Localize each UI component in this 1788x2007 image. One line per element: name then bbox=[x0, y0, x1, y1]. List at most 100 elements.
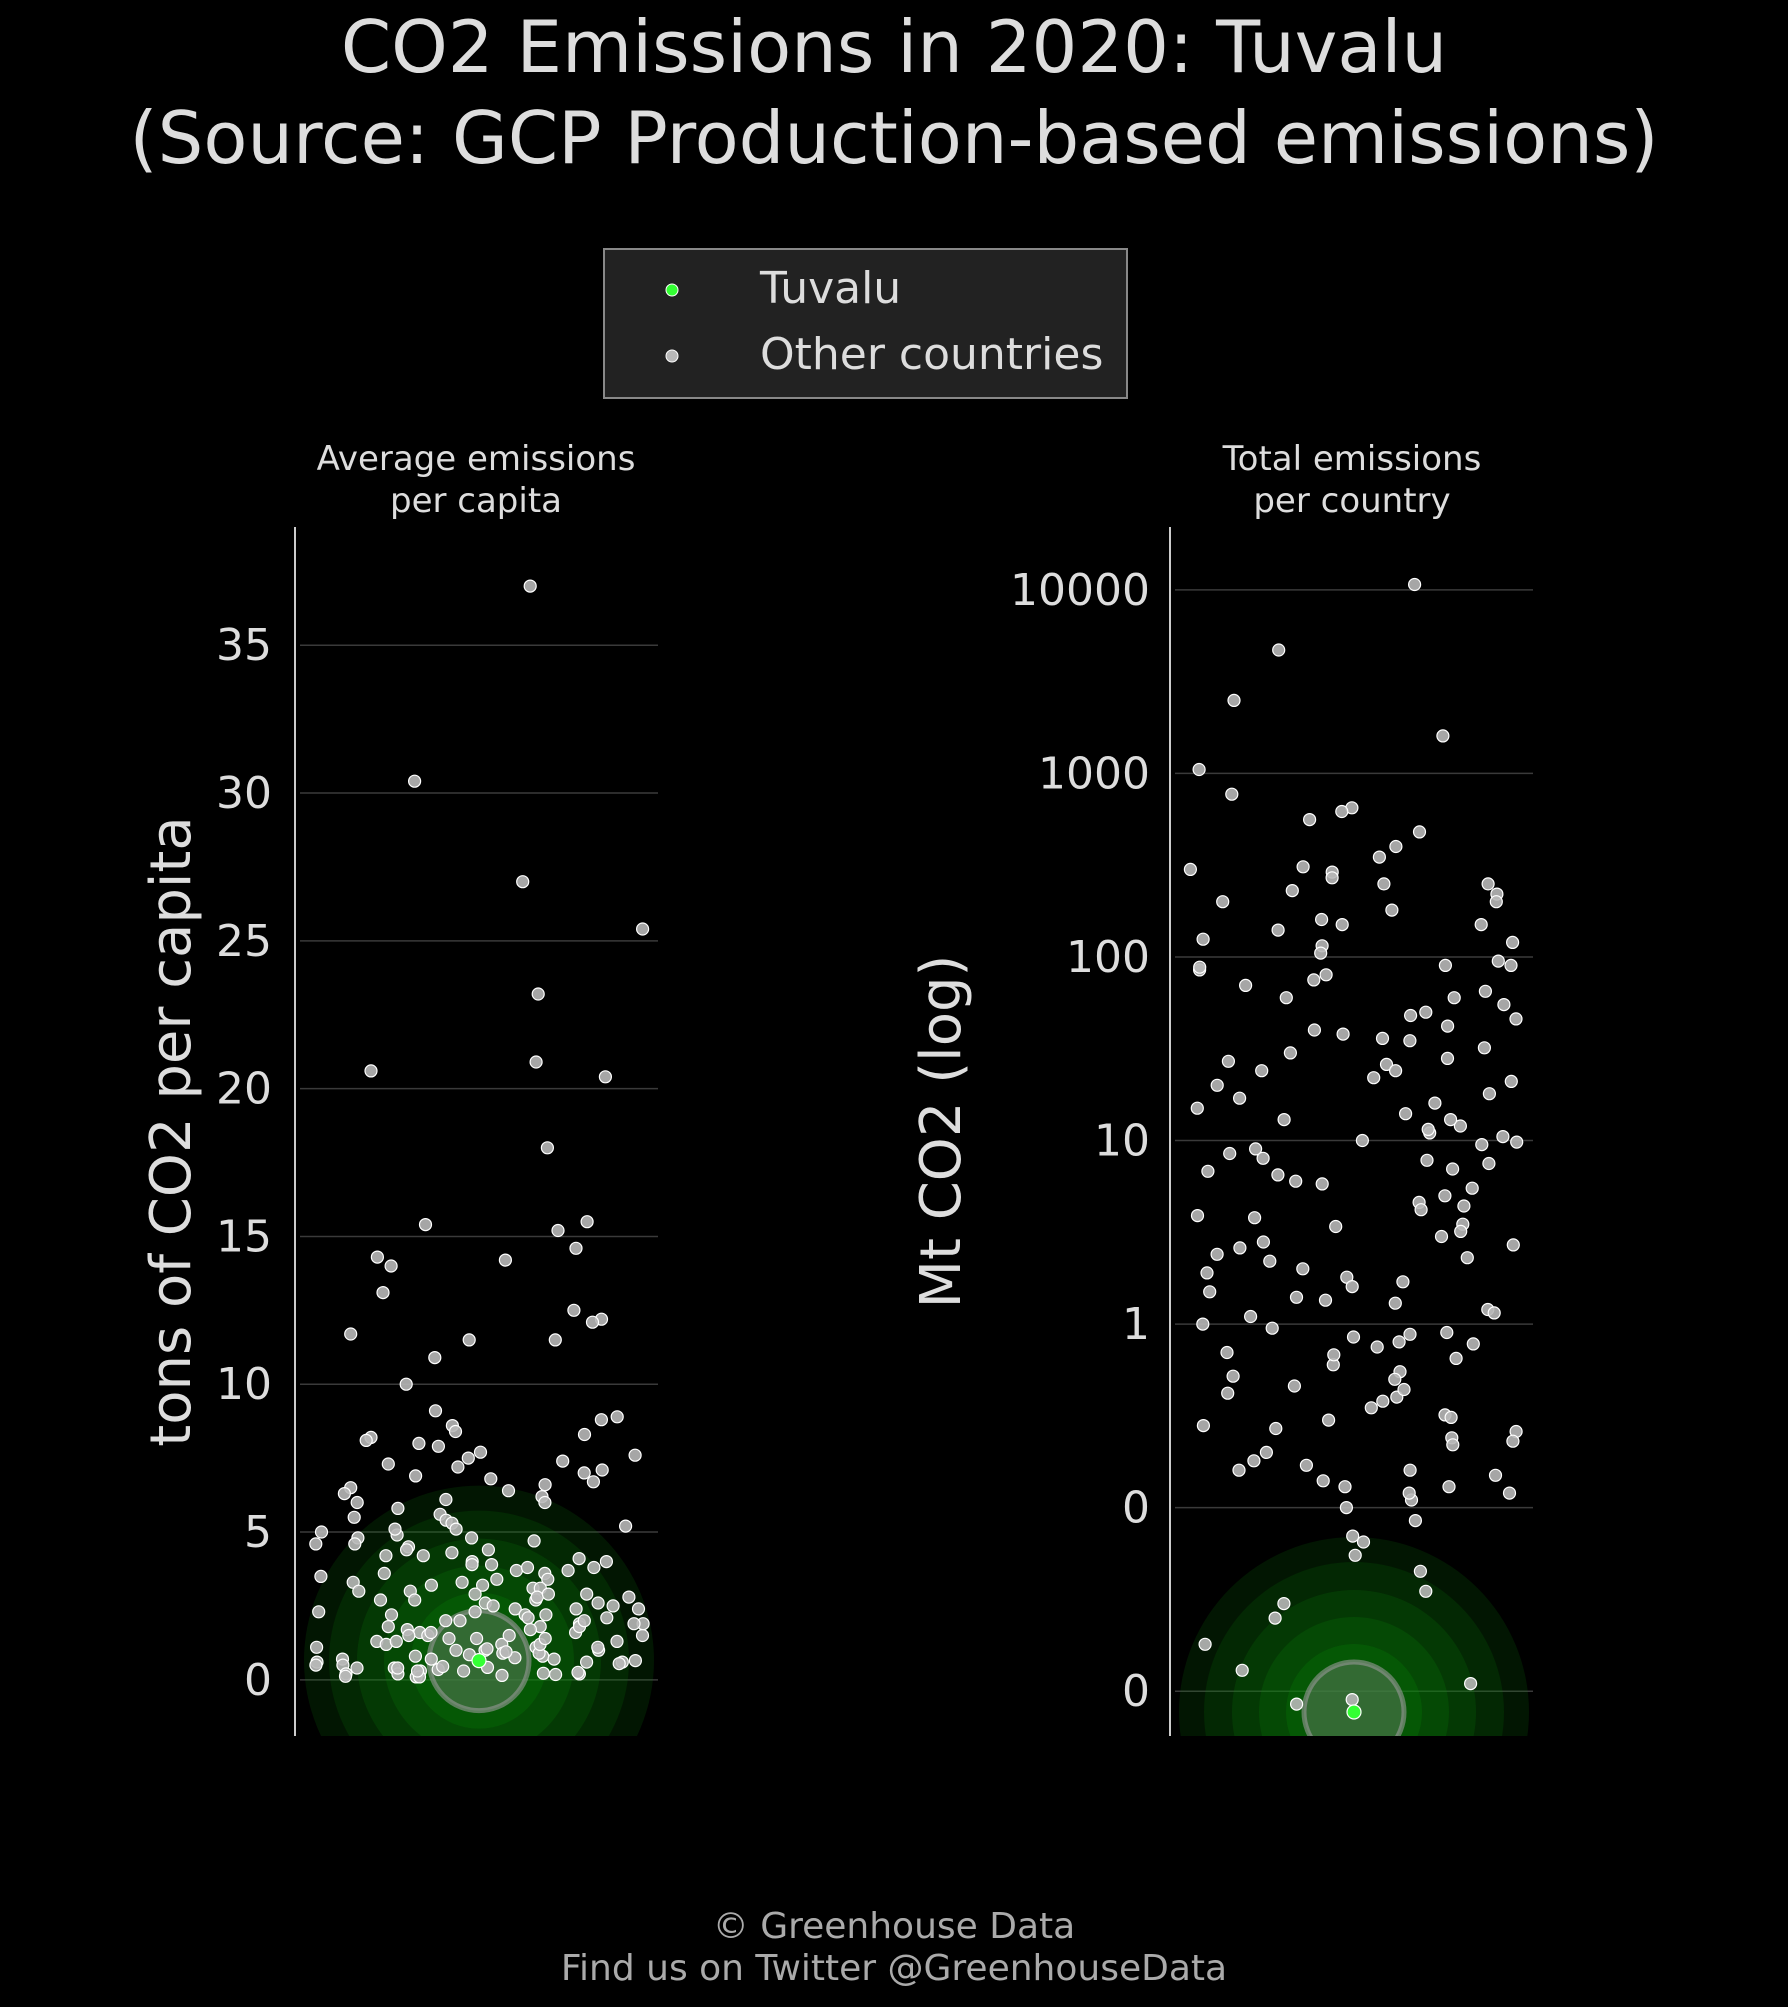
data-point-other bbox=[1460, 1251, 1474, 1265]
data-point-other bbox=[381, 1457, 395, 1471]
data-point-other bbox=[1438, 1189, 1452, 1203]
data-point-other bbox=[424, 1652, 438, 1666]
chart-title-line1: CO2 Emissions in 2020: Tuvalu bbox=[341, 5, 1447, 89]
panel-title-line1: Total emissions bbox=[1222, 439, 1482, 479]
data-point-other bbox=[1506, 1434, 1520, 1448]
data-point-other bbox=[1376, 1394, 1390, 1408]
data-point-other bbox=[1440, 1051, 1455, 1066]
data-point-other bbox=[400, 1543, 414, 1557]
data-point-other bbox=[391, 1661, 405, 1675]
data-point-other bbox=[523, 579, 537, 593]
data-point-other bbox=[1509, 1012, 1523, 1026]
data-point-other bbox=[338, 1669, 353, 1683]
data-point-other bbox=[439, 1614, 453, 1628]
data-point-other bbox=[1259, 1445, 1274, 1460]
panel-title-line2: per country bbox=[1253, 481, 1450, 521]
data-point-other bbox=[1277, 1596, 1291, 1611]
data-point-other bbox=[628, 1653, 643, 1668]
data-point-other bbox=[509, 1563, 524, 1578]
data-point-other bbox=[1474, 917, 1488, 932]
data-point-other bbox=[1370, 1340, 1384, 1354]
data-point-other bbox=[1327, 1348, 1341, 1362]
data-point-other bbox=[1403, 1034, 1417, 1048]
data-point-other bbox=[1183, 862, 1198, 877]
data-point-other bbox=[610, 1634, 624, 1649]
data-point-other bbox=[1316, 1474, 1330, 1488]
data-point-other bbox=[1346, 1529, 1360, 1543]
data-point-other bbox=[449, 1522, 463, 1536]
data-point-other bbox=[1478, 984, 1493, 998]
y-tick-label: 30 bbox=[216, 768, 272, 819]
data-point-other bbox=[1504, 958, 1518, 973]
data-point-other bbox=[1226, 1369, 1240, 1383]
data-point-other bbox=[480, 1642, 494, 1656]
data-point-other bbox=[409, 1469, 423, 1483]
data-point-other bbox=[1388, 1372, 1402, 1386]
data-point-other bbox=[1315, 1177, 1329, 1191]
data-point-other bbox=[476, 1578, 490, 1592]
data-point-other bbox=[1419, 1584, 1433, 1598]
data-point-other bbox=[1269, 1421, 1283, 1436]
y-tick-label: 15 bbox=[216, 1211, 272, 1262]
data-point-other bbox=[484, 1472, 498, 1486]
data-point-other bbox=[457, 1664, 471, 1678]
data-point-other bbox=[388, 1522, 402, 1536]
data-point-other bbox=[1203, 1285, 1217, 1299]
data-point-other bbox=[1348, 1548, 1362, 1562]
data-point-other bbox=[1345, 1692, 1359, 1707]
data-point-other bbox=[577, 1614, 591, 1628]
data-point-other bbox=[1232, 1091, 1247, 1105]
legend-marker-others bbox=[665, 349, 679, 363]
data-point-other bbox=[538, 1495, 552, 1510]
data-point-other bbox=[571, 1665, 585, 1680]
data-point-other bbox=[1502, 1486, 1517, 1500]
data-point-other bbox=[428, 1404, 443, 1418]
data-point-other bbox=[1421, 1122, 1435, 1137]
data-point-other bbox=[541, 1572, 555, 1586]
data-point-other bbox=[516, 875, 530, 889]
data-point-other bbox=[1329, 1219, 1343, 1234]
data-point-other bbox=[1289, 1290, 1304, 1304]
data-point-other bbox=[490, 1572, 504, 1586]
data-point-other bbox=[1285, 883, 1299, 898]
data-point-other bbox=[1412, 825, 1427, 839]
data-point-other bbox=[612, 1656, 626, 1671]
data-point-other bbox=[1345, 1279, 1359, 1294]
data-point-other bbox=[547, 1652, 561, 1666]
data-point-other bbox=[416, 1549, 430, 1563]
data-point-other bbox=[1319, 968, 1333, 982]
data-point-other bbox=[508, 1602, 522, 1616]
data-point-other bbox=[498, 1253, 512, 1267]
data-point-other bbox=[1388, 1064, 1403, 1078]
y-tick-label: 1000 bbox=[1038, 748, 1150, 799]
data-point-other bbox=[359, 1433, 373, 1448]
data-point-other bbox=[309, 1658, 323, 1672]
data-point-other bbox=[408, 1649, 422, 1663]
data-point-other bbox=[1488, 1468, 1503, 1482]
data-point-other bbox=[580, 1587, 594, 1601]
legend: Tuvalu Other countries bbox=[603, 248, 1128, 399]
data-point-other bbox=[1487, 1306, 1501, 1320]
data-point-other bbox=[1210, 1078, 1224, 1092]
data-point-other bbox=[1198, 1637, 1212, 1651]
data-point-other bbox=[1392, 1335, 1406, 1349]
data-point-other bbox=[600, 1611, 614, 1625]
data-point-other bbox=[529, 1055, 543, 1069]
data-point-other bbox=[635, 1628, 650, 1643]
data-point-other bbox=[1302, 812, 1317, 827]
data-point-other bbox=[540, 1141, 555, 1155]
y-tick-label: 0 bbox=[1122, 1666, 1150, 1717]
data-point-other bbox=[1413, 1564, 1428, 1578]
data-point-other bbox=[1463, 1676, 1478, 1691]
data-point-other bbox=[399, 1377, 413, 1391]
y-tick-label: 0 bbox=[1122, 1483, 1150, 1534]
data-point-other bbox=[1321, 1413, 1336, 1427]
data-point-other bbox=[410, 1664, 425, 1678]
data-point-other bbox=[499, 1645, 513, 1659]
data-point-other bbox=[1385, 903, 1399, 917]
data-point-other bbox=[591, 1596, 605, 1610]
data-point-other bbox=[1398, 1107, 1413, 1121]
data-point-other bbox=[1444, 1410, 1458, 1425]
data-point-other bbox=[585, 1315, 600, 1329]
y-tick-label: 1 bbox=[1122, 1299, 1150, 1350]
